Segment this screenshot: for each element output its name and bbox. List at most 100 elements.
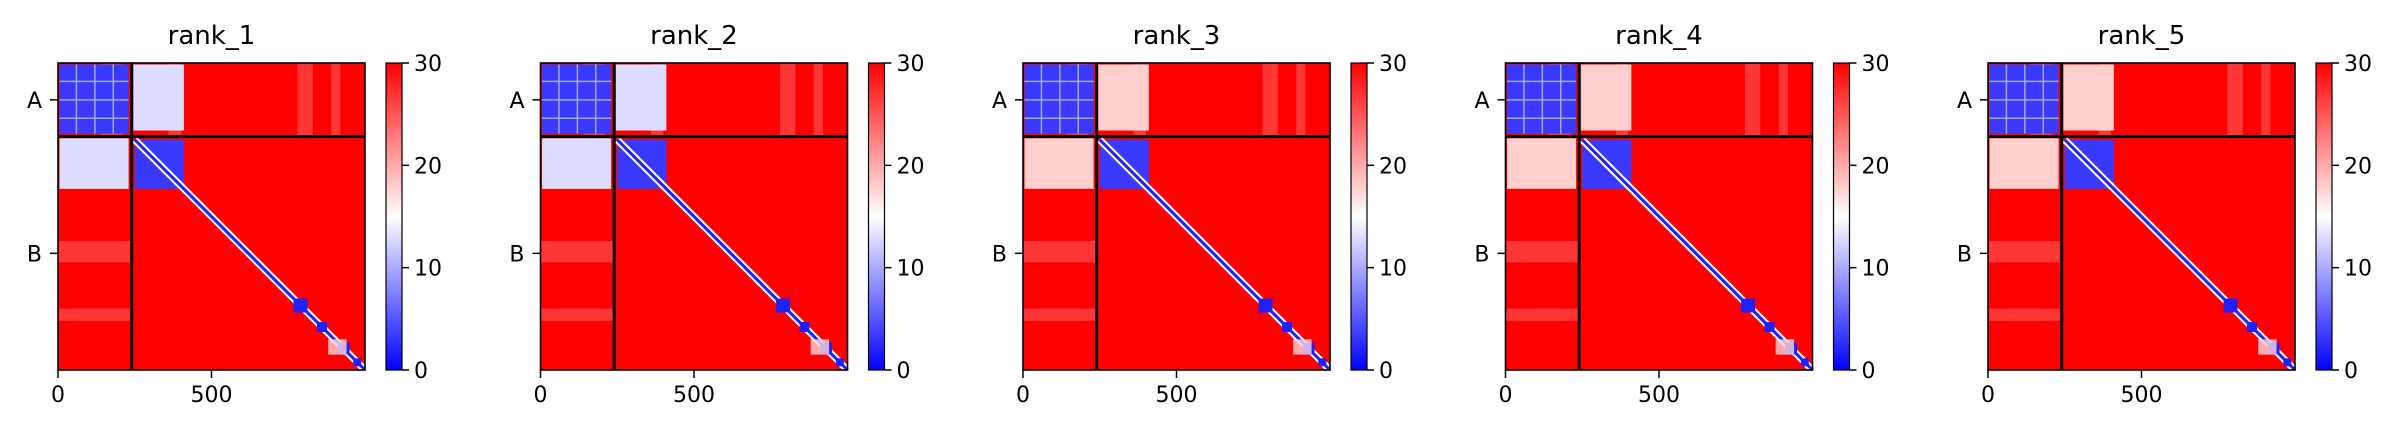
chain-label: A [992,89,1007,114]
pale-band [1988,308,2062,321]
offdiag-block-ba [1989,138,2059,189]
chainA-texture [59,64,129,134]
domain-blob [353,358,362,367]
domain-blob [835,358,844,367]
panel-rank_4: rank_4 A B 0 500 0 10 20 30 [1474,21,1889,408]
panel-title: rank_2 [650,21,738,51]
panel-title: rank_5 [2098,21,2186,51]
colorbar-tick-label: 0 [897,359,911,384]
chain-label: B [27,242,42,267]
chain-label: A [1957,89,1972,114]
pale-band [1505,241,1580,263]
colorbar-gradient [867,62,886,371]
x-tick-label: 500 [2121,383,2163,408]
colorbar-tick-label: 10 [2344,257,2372,282]
pale-band [2227,63,2243,137]
domain-blob [1764,322,1775,333]
colorbar-tick-label: 10 [1862,257,1890,282]
chainA-texture [542,64,612,134]
colorbar-tick-label: 20 [414,154,442,179]
pale-band [2261,63,2271,137]
panel-rank_3: rank_3 A B 0 500 0 10 20 30 [992,21,1407,408]
colorbar-tick-label: 20 [2344,154,2372,179]
colorbar-tick-label: 10 [414,257,442,282]
offdiag-block-ab [615,64,667,131]
chain-label: A [509,89,524,114]
colorbar: 0 10 20 30 [2315,52,2372,384]
pale-band [1296,63,1306,137]
domain-blob [1282,322,1293,333]
pale-band [1988,241,2062,263]
panel-title: rank_4 [1615,21,1703,51]
domain-blob [2223,298,2238,313]
colorbar-gradient [1832,62,1851,371]
x-tick-label: 0 [51,383,65,408]
domain-blob [1258,298,1273,313]
domain-blob [799,322,810,333]
pale-band [1505,308,1580,321]
domain-blob [2283,358,2292,367]
colorbar: 0 10 20 30 [385,52,442,384]
chain-label: A [1474,89,1489,114]
chainA-texture [1024,64,1094,134]
chainA-block [1024,64,1094,134]
chain-label: B [992,242,1007,267]
chainA-block [59,64,129,134]
panel-title: rank_3 [1133,21,1221,51]
domain-pale-patch [810,339,830,355]
domain-blob [2247,322,2258,333]
domain-pale-patch [1775,339,1795,355]
pale-band [1744,63,1761,137]
panel-rank_1: rank_1 A B 0 500 0 10 20 30 [27,21,442,408]
pale-band [331,63,341,137]
x-tick-label: 0 [1016,383,1030,408]
colorbar-tick-label: 30 [414,52,442,77]
colorbar-tick-label: 30 [1379,52,1407,77]
colorbar-tick-label: 0 [1862,359,1876,384]
domain-blob [1800,358,1809,367]
colorbar-tick-label: 30 [1862,52,1890,77]
pale-band [779,63,796,137]
colorbar-tick-label: 0 [2344,359,2358,384]
x-tick-label: 500 [1156,383,1198,408]
colorbar-gradient [385,62,403,371]
chain-label: A [27,89,42,114]
domain-pale-patch [1293,339,1312,355]
colorbar-gradient [2315,62,2333,371]
pale-band [540,308,615,321]
domain-pale-patch [328,339,347,355]
domain-blob [1741,298,1756,313]
chainA-block [1507,64,1577,134]
x-tick-label: 0 [1499,383,1513,408]
offdiag-block-ba [542,138,612,189]
pale-band [1023,241,1097,263]
colorbar-tick-label: 0 [414,359,428,384]
colorbar: 0 10 20 30 [1350,52,1407,384]
colorbar-tick-label: 10 [1379,257,1407,282]
colorbar-tick-label: 30 [2344,52,2372,77]
offdiag-block-ab [1580,64,1632,131]
colorbar: 0 10 20 30 [1832,52,1890,384]
chainA-texture [1507,64,1577,134]
colorbar: 0 10 20 30 [867,52,925,384]
pale-band [58,241,132,263]
offdiag-block-ba [1507,138,1577,189]
offdiag-block-ab [1098,64,1149,131]
chainA-block [542,64,612,134]
chainA-block [1989,64,2059,134]
pale-band [1023,308,1097,321]
pale-band [1262,63,1278,137]
offdiag-block-ba [1024,138,1094,189]
x-tick-label: 0 [1981,383,1995,408]
x-tick-label: 0 [534,383,548,408]
x-tick-label: 500 [191,383,233,408]
domain-blob [293,298,308,313]
colorbar-tick-label: 30 [897,52,925,77]
x-tick-label: 500 [1638,383,1680,408]
domain-blob [317,322,328,333]
offdiag-block-ab [133,64,184,131]
x-tick-label: 500 [673,383,715,408]
pale-band [1778,63,1788,137]
domain-blob [1318,358,1327,367]
